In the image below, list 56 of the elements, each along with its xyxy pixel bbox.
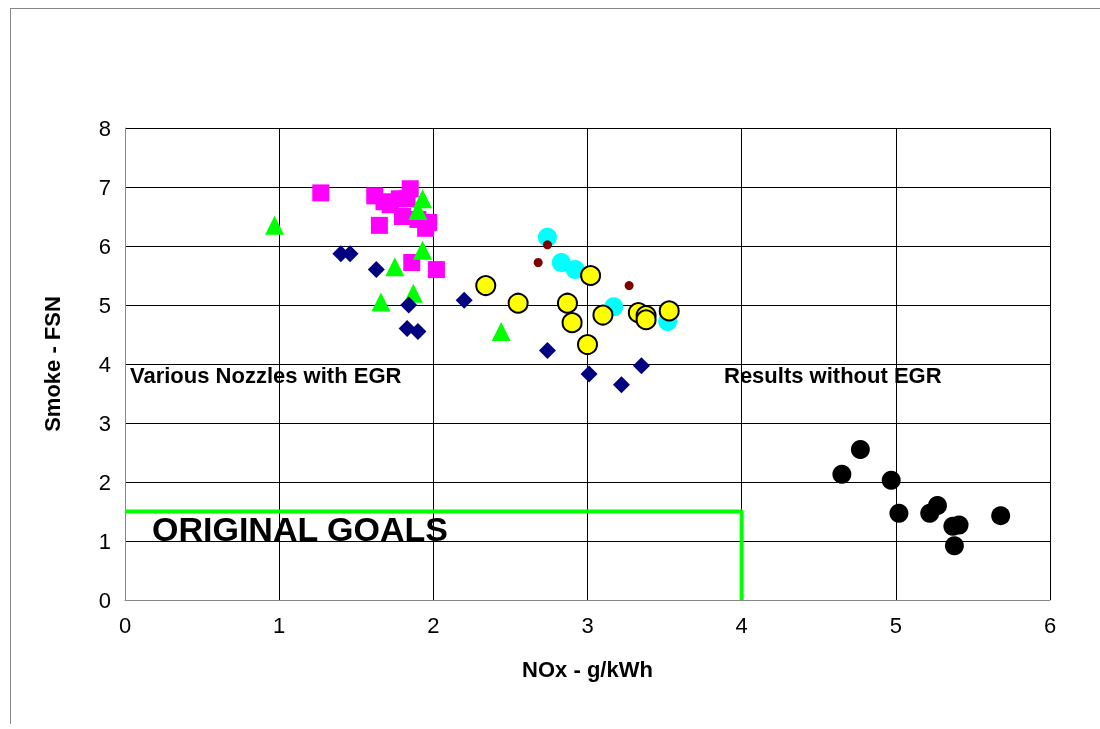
point <box>561 312 583 334</box>
point <box>507 292 529 314</box>
point <box>533 258 543 268</box>
point <box>580 265 602 286</box>
y-tick-label: 8 <box>98 115 111 141</box>
point <box>850 440 870 460</box>
point <box>475 275 497 297</box>
y-tick-label: 4 <box>98 351 111 377</box>
y-tick-label: 0 <box>98 587 111 613</box>
point <box>632 357 650 375</box>
y-axis-title: Smoke - FSN <box>39 296 65 432</box>
point <box>491 322 511 342</box>
point <box>385 257 405 277</box>
x-axis-title: NOx - g/kWh <box>522 656 653 682</box>
point <box>400 296 418 314</box>
point <box>409 323 427 341</box>
y-tick-label: 3 <box>98 410 111 436</box>
x-tick-label: 4 <box>735 612 748 638</box>
point <box>658 300 680 322</box>
x-tick-label: 3 <box>581 612 594 638</box>
x-tick-label: 6 <box>1043 612 1057 638</box>
point <box>551 253 571 273</box>
x-tick-label: 5 <box>889 612 902 638</box>
point <box>413 189 433 209</box>
point <box>944 536 964 556</box>
point <box>371 292 391 312</box>
point <box>427 261 445 279</box>
point <box>889 503 909 523</box>
point <box>413 240 433 260</box>
x-tick-label: 0 <box>118 612 132 638</box>
x-tick-label: 1 <box>273 612 286 638</box>
x-tick-label: 2 <box>427 612 440 638</box>
point <box>312 184 330 202</box>
point <box>556 292 578 314</box>
point <box>394 208 411 225</box>
point <box>367 261 385 279</box>
y-tick-label: 7 <box>98 174 111 200</box>
y-tick-label: 2 <box>98 469 111 495</box>
point <box>927 496 947 516</box>
y-tick-label: 6 <box>98 233 111 259</box>
point <box>624 281 634 291</box>
point <box>881 470 901 490</box>
point <box>401 180 419 198</box>
point <box>991 506 1011 526</box>
point <box>265 215 285 235</box>
point <box>580 365 598 383</box>
point <box>832 464 852 484</box>
point <box>577 334 598 356</box>
point <box>370 216 388 234</box>
point <box>538 341 556 359</box>
point <box>592 304 614 326</box>
y-tick-label: 5 <box>98 292 111 318</box>
point <box>612 376 630 394</box>
point <box>542 240 552 250</box>
point <box>455 291 473 309</box>
y-tick-label: 1 <box>98 528 111 554</box>
